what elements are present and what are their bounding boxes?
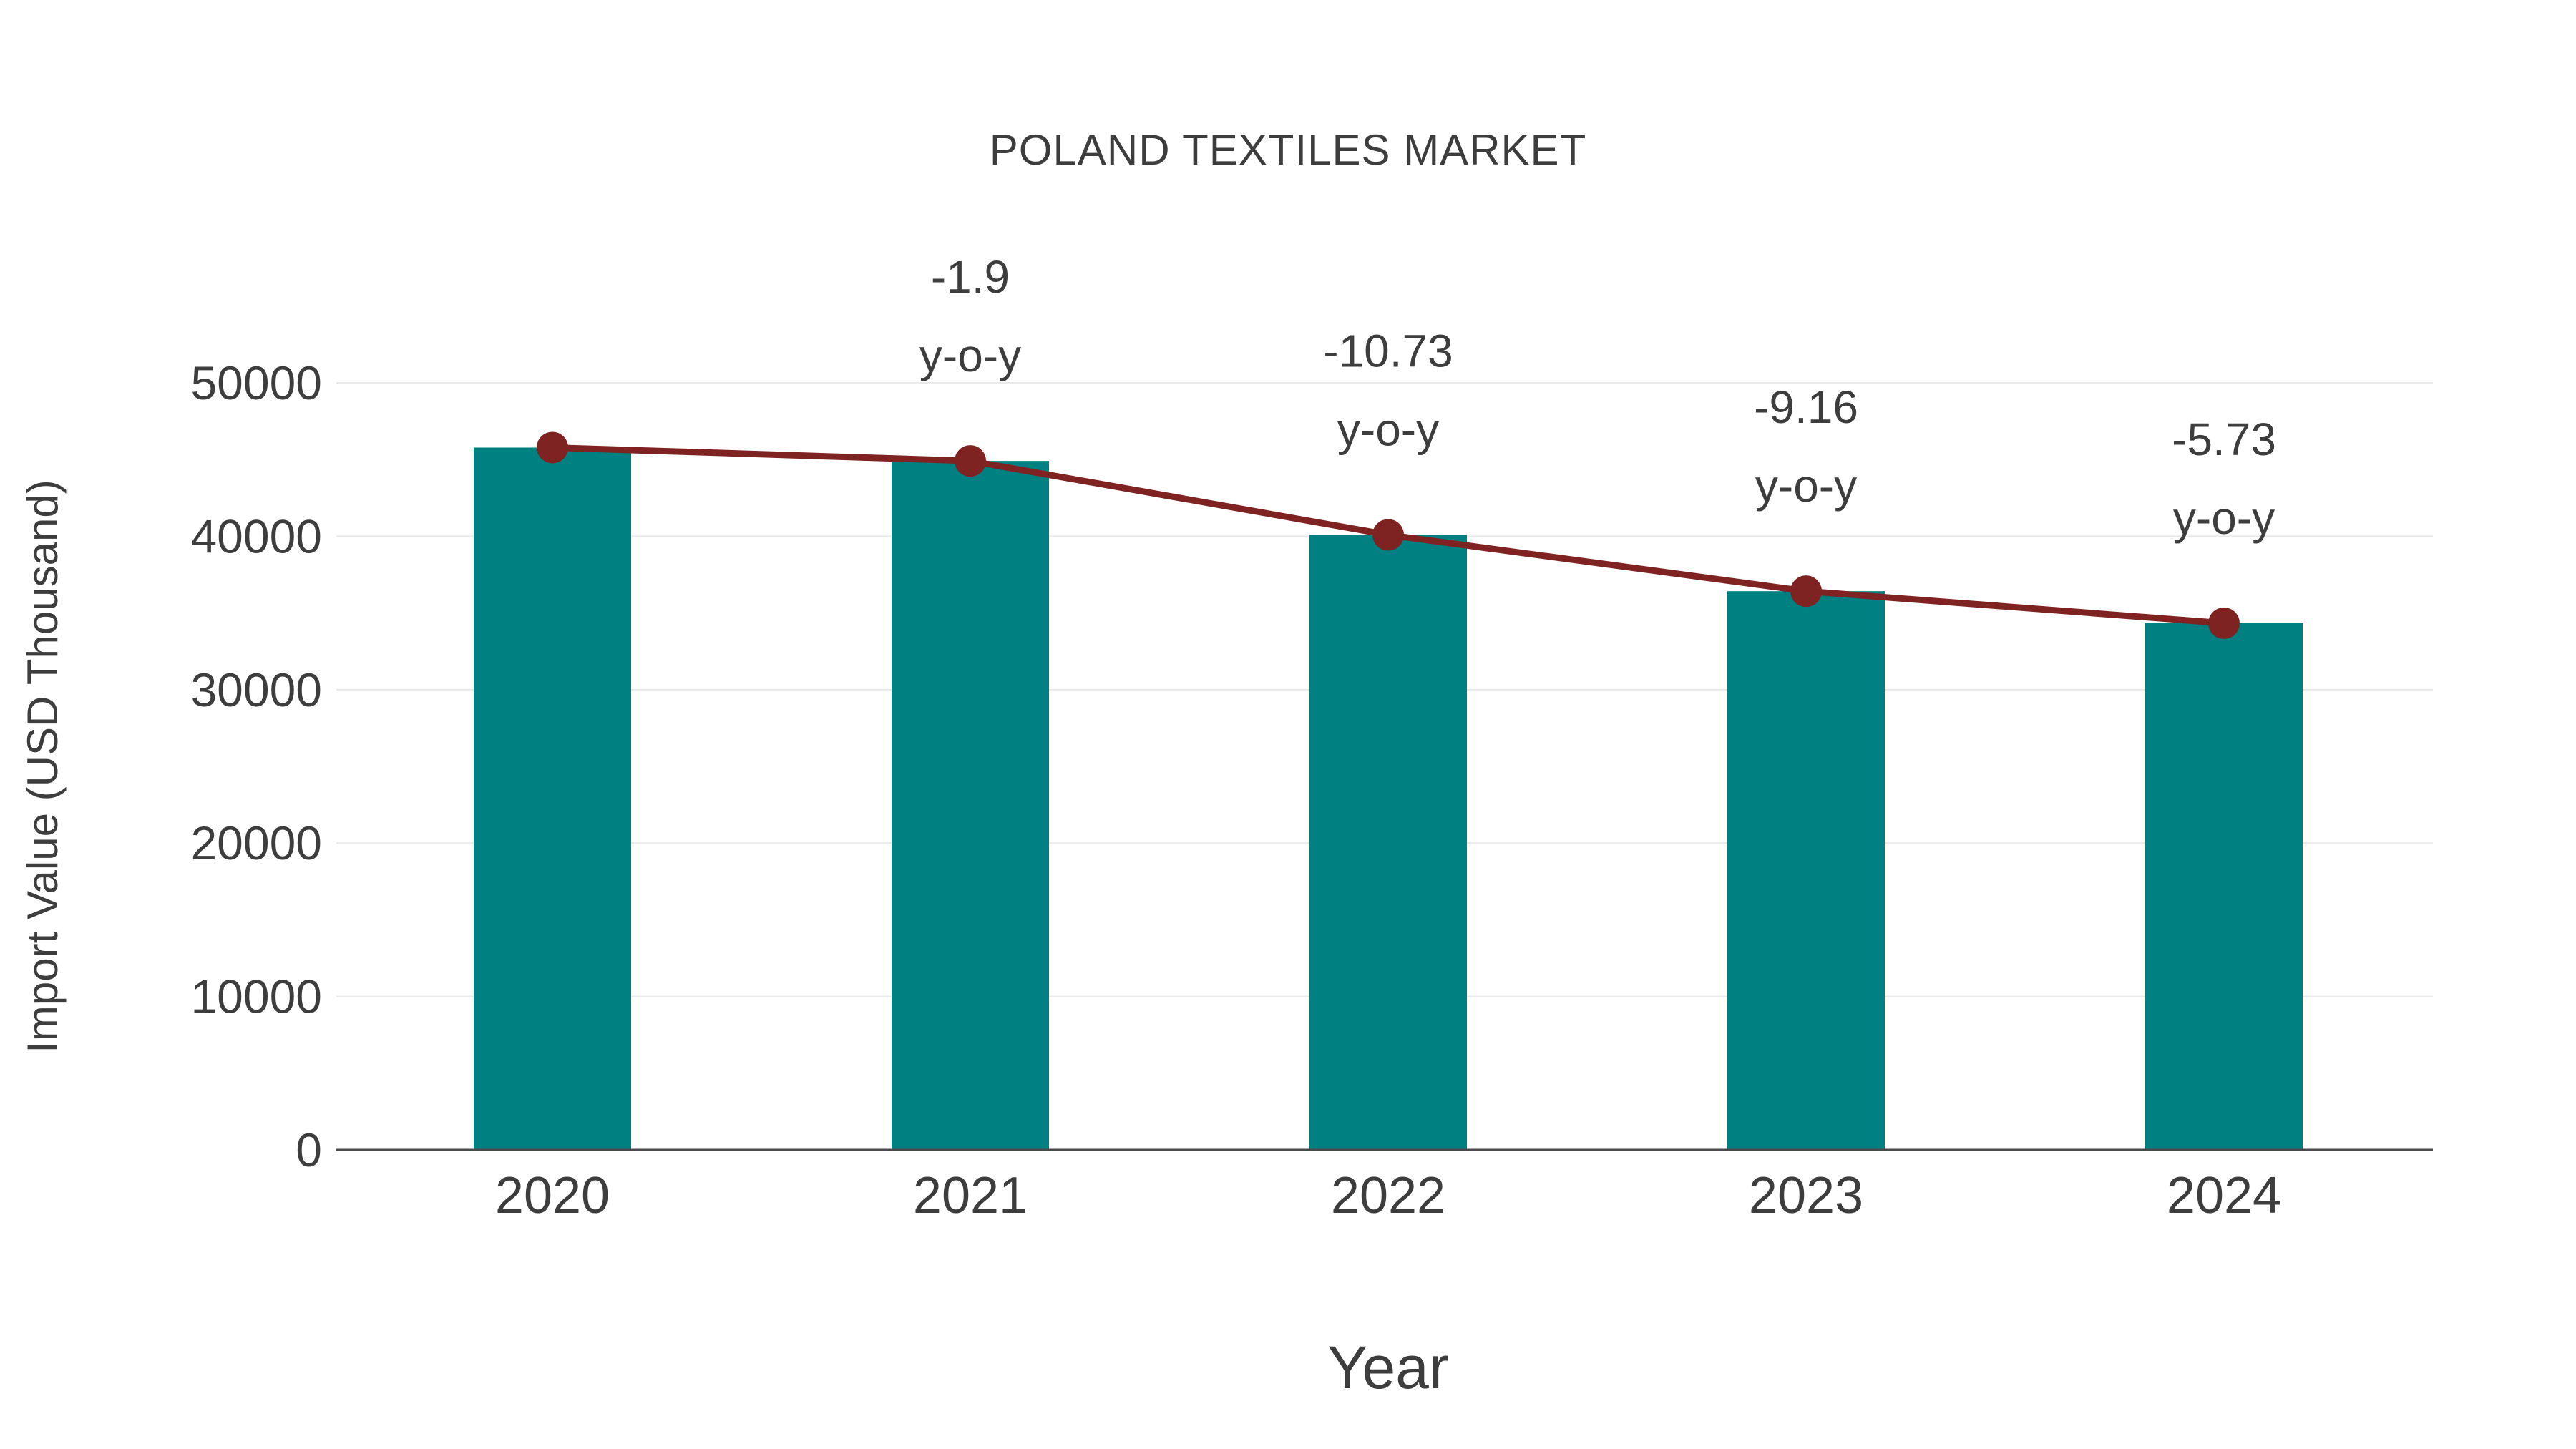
bar-2020 [474, 447, 631, 1150]
x-tick-label: 2023 [1749, 1167, 1863, 1224]
annotation-unit: y-o-y [919, 330, 1021, 381]
bar-2022 [1309, 535, 1467, 1150]
annotation-value: -9.16 [1754, 381, 1858, 433]
x-axis-title: Year [1327, 1334, 1449, 1401]
marker-2024 [2208, 607, 2240, 639]
y-tick-label: 0 [296, 1123, 322, 1176]
x-tick-label: 2020 [495, 1167, 610, 1224]
bar-2021 [892, 461, 1049, 1150]
chart-title: POLAND TEXTILES MARKET [989, 126, 1587, 174]
annotation-unit: y-o-y [2173, 492, 2275, 544]
annotation-value: -10.73 [1323, 325, 1453, 376]
marker-2020 [537, 431, 568, 464]
y-tick-label: 10000 [190, 970, 322, 1023]
y-tick-label: 40000 [190, 509, 322, 562]
x-tick-label: 2022 [1331, 1167, 1445, 1224]
y-tick-label: 20000 [190, 816, 322, 869]
y-tick-label: 30000 [190, 663, 322, 716]
y-tick-label: 50000 [190, 356, 322, 409]
marker-2022 [1372, 519, 1404, 551]
annotation-value: -5.73 [2172, 414, 2276, 465]
marker-2021 [955, 445, 986, 477]
y-axis-title: Import Value (USD Thousand) [19, 479, 67, 1053]
bar-2023 [1727, 591, 1885, 1150]
annotation-unit: y-o-y [1337, 404, 1439, 455]
annotation-value: -1.9 [931, 251, 1010, 303]
marker-2023 [1790, 575, 1822, 608]
x-tick-label: 2021 [913, 1167, 1028, 1224]
annotation-unit: y-o-y [1755, 460, 1857, 512]
x-tick-label: 2024 [2167, 1167, 2281, 1224]
bar-2024 [2145, 623, 2303, 1150]
